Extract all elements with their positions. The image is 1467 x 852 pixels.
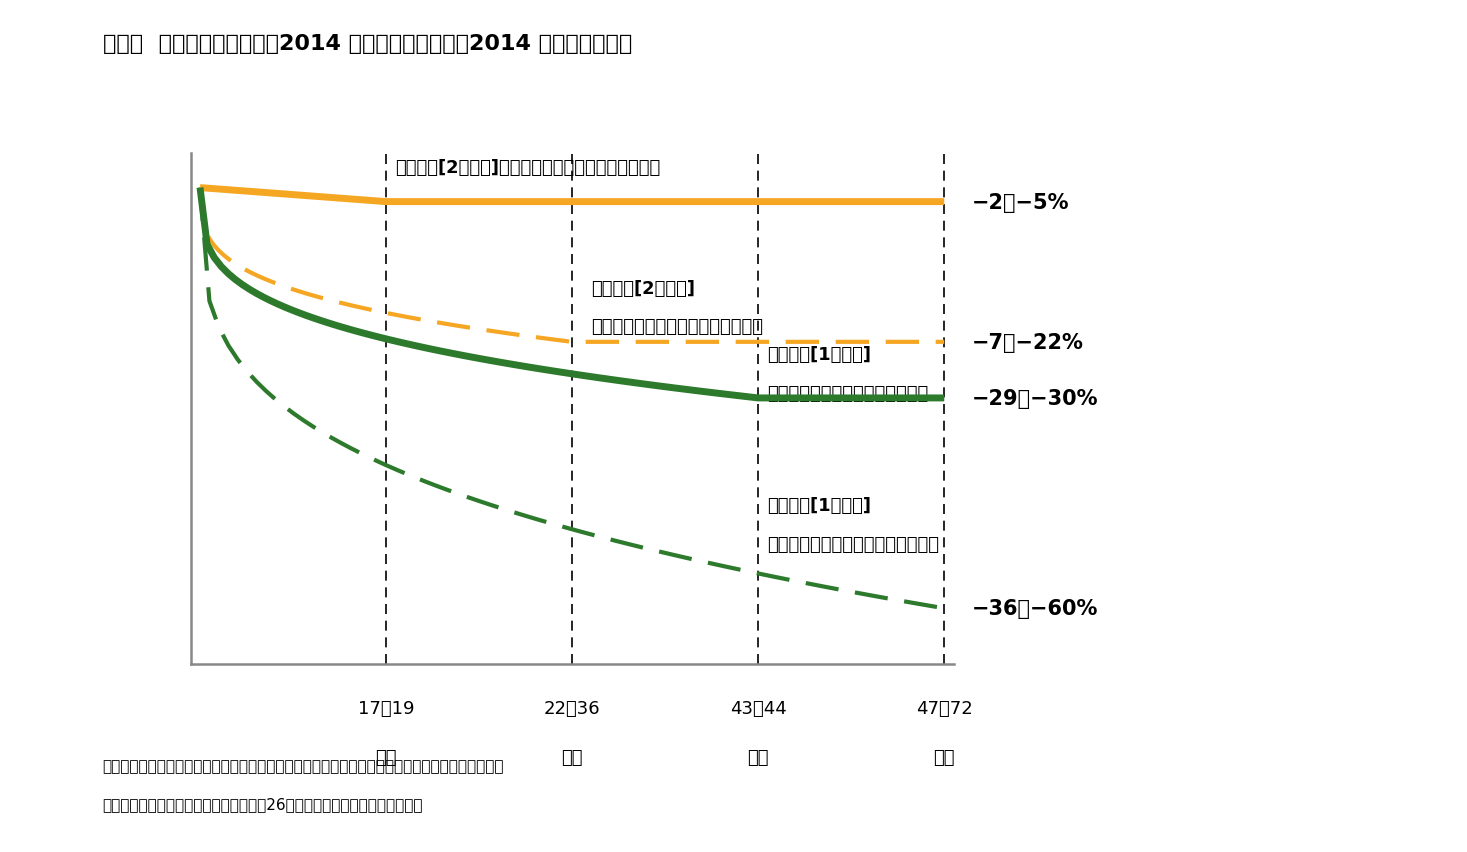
Text: （資料）厚生労働省年金局数理課「平成26年財政検証結果」より筆者作成。: （資料）厚生労働省年金局数理課「平成26年財政検証結果」より筆者作成。 <box>103 797 422 812</box>
Text: 基礎年金[1階部分]: 基礎年金[1階部分] <box>767 497 871 515</box>
Text: −2〜−5%: −2〜−5% <box>973 193 1069 212</box>
Text: 年度: 年度 <box>562 749 582 767</box>
Text: 22〜36: 22〜36 <box>544 699 600 717</box>
Text: 年度: 年度 <box>933 749 955 767</box>
Text: （経済再生かつ出生維持ケース）: （経済再生かつ出生維持ケース） <box>767 384 929 402</box>
Text: −7〜−22%: −7〜−22% <box>973 332 1084 353</box>
Text: 年度: 年度 <box>376 749 396 767</box>
Text: 図表１  給付削減の見通し（2014 年財政検証ベース・2014 年度との比較）: 図表１ 給付削減の見通し（2014 年財政検証ベース・2014 年度との比較） <box>103 34 632 54</box>
Text: 17〜19: 17〜19 <box>358 699 414 717</box>
Text: 47〜72: 47〜72 <box>915 699 973 717</box>
Text: 基礎年金[1階部分]: 基礎年金[1階部分] <box>767 346 871 364</box>
Text: −36〜−60%: −36〜−60% <box>973 599 1099 619</box>
Text: 厚生年金[2階部分]: 厚生年金[2階部分] <box>591 279 695 297</box>
Text: 年度: 年度 <box>748 749 769 767</box>
Text: −29〜−30%: −29〜−30% <box>973 389 1099 408</box>
Text: （経済低迷または出生低下ケース）: （経済低迷または出生低下ケース） <box>767 535 939 553</box>
Text: （注１）年金財政が健全化するまで給付削減を続けた場合。積立金が枯渇するケースは含まない。: （注１）年金財政が健全化するまで給付削減を続けた場合。積立金が枯渇するケースは含… <box>103 758 505 774</box>
Text: 厚生年金[2階部分]（経済再生かつ出生維持ケース）: 厚生年金[2階部分]（経済再生かつ出生維持ケース） <box>396 159 660 177</box>
Text: 43〜44: 43〜44 <box>729 699 786 717</box>
Text: （経済低迷または出生低下ケース）: （経済低迷または出生低下ケース） <box>591 318 763 336</box>
